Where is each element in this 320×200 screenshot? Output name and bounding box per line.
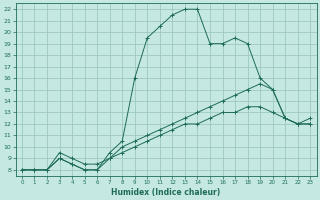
X-axis label: Humidex (Indice chaleur): Humidex (Indice chaleur) [111,188,221,197]
